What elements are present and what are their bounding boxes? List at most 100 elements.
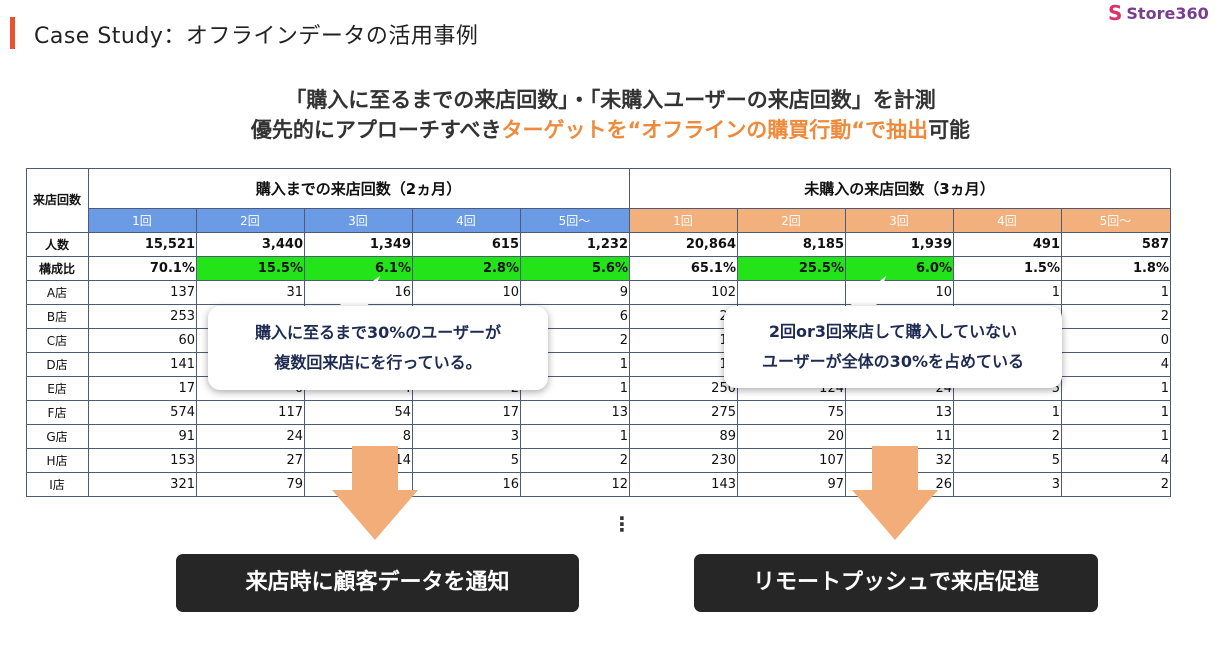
headline-line-2: 優先的にアプローチすべきターゲットを“オフラインの購買行動“で抽出可能: [0, 114, 1221, 144]
table-cell: 2: [1061, 472, 1171, 497]
table-cell: 250: [629, 376, 738, 401]
table-cell: [737, 280, 846, 305]
table-cell: 10: [845, 280, 954, 305]
table-cell: 615: [412, 232, 521, 257]
table-cell: 1: [1061, 424, 1171, 449]
table-cell: 9: [520, 280, 630, 305]
table-cell: 275: [629, 400, 738, 425]
visit-header-not-purchased: 4回: [953, 208, 1062, 233]
group-header-purchased: 購入までの来店回数（2ヵ月）: [88, 168, 630, 209]
table-cell: 32: [845, 448, 954, 473]
table-cell: 2.8%: [412, 256, 521, 281]
row-label: H店: [26, 448, 89, 473]
continuation-dots-icon: ⋮: [612, 512, 632, 536]
table-cell: 107: [737, 448, 846, 473]
table-cell: 15,521: [88, 232, 197, 257]
table-row: 構成比 70.1% 15.5% 6.1% 2.8% 5.6% 65.1% 25.5% 6.0% 1…: [26, 256, 1171, 281]
table-cell: 14: [304, 448, 413, 473]
table-row: G店 91 24 8 3 1 89 20 11 2 1: [26, 424, 1171, 449]
table-cell: 1,232: [520, 232, 630, 257]
visit-header-not-purchased: 5回～: [1061, 208, 1171, 233]
table-cell: 20,864: [629, 232, 738, 257]
table-cell: 8,185: [737, 232, 846, 257]
table-cell: 2: [953, 424, 1062, 449]
headline-line-1: 「購入に至るまでの来店回数」・「未購入ユーザーの来店回数」を計測: [285, 88, 936, 112]
table-cell: 2: [1061, 304, 1171, 329]
table-cell: 25: [629, 304, 738, 329]
table-cell: 1: [1061, 400, 1171, 425]
row-label: 人数: [26, 232, 89, 257]
table-cell: 60: [88, 328, 197, 353]
table-cell: 18: [629, 328, 738, 353]
table-cell: 8: [304, 424, 413, 449]
row-label: G店: [26, 424, 89, 449]
callout-left-line-1: 購入に至るまで30%のユーザーが: [255, 323, 501, 342]
table-cell: 574: [88, 400, 197, 425]
table-cell: 5: [953, 448, 1062, 473]
table-cell: 4: [1061, 448, 1171, 473]
group-header-row: 来店回数 購入までの来店回数（2ヵ月） 未購入の来店回数（3ヵ月）: [26, 168, 1171, 233]
table-cell: 19: [629, 352, 738, 377]
table-cell: 253: [88, 304, 197, 329]
store360-logo: S Store360: [1108, 0, 1209, 26]
table-cell: 102: [629, 280, 738, 305]
table-cell: 117: [196, 400, 305, 425]
table-row: F店 574 117 54 17 13 275 75 13 1 1: [26, 400, 1171, 425]
table-cell: 10: [412, 280, 521, 305]
visit-header-purchased: 2回: [196, 208, 305, 233]
group-header-not-purchased: 未購入の来店回数（3ヵ月）: [629, 168, 1171, 209]
table-cell: 17: [412, 400, 521, 425]
table-cell: 89: [629, 424, 738, 449]
table-cell: 1,939: [845, 232, 954, 257]
row-label: I店: [26, 472, 89, 497]
visit-header-row: 1回 2回 3回 4回 5回～ 1回 2回 3回 4回 5回～: [27, 208, 1171, 233]
table-cell: 17: [88, 376, 197, 401]
table-cell: 1,349: [304, 232, 413, 257]
table-row: A店 137 31 16 10 9 102 10 1 1: [26, 280, 1171, 305]
table-cell: 27: [196, 448, 305, 473]
table-cell: 16: [412, 472, 521, 497]
table-cell: 587: [1061, 232, 1171, 257]
row-label: B店: [26, 304, 89, 329]
callout-right-line-2: ユーザーが全体の30%を占めている: [762, 352, 1024, 371]
row-label: 構成比: [26, 256, 89, 281]
table-cell: 6.1%: [304, 256, 413, 281]
row-label: C店: [26, 328, 89, 353]
visit-header-not-purchased: 1回: [629, 208, 738, 233]
table-cell: 1: [953, 280, 1062, 305]
table-cell: 13: [845, 400, 954, 425]
table-row: I店 321 79 16 12 143 97 26 3 2: [26, 472, 1171, 497]
callout-left: 購入に至るまで30%のユーザーが 複数回来店にを行っている。: [208, 306, 548, 390]
visit-header-not-purchased: 3回: [845, 208, 954, 233]
table-cell: 230: [629, 448, 738, 473]
table-cell: 4: [1061, 352, 1171, 377]
row-label: A店: [26, 280, 89, 305]
table-cell: [304, 472, 413, 497]
table-cell: 31: [196, 280, 305, 305]
visit-header-purchased: 1回: [88, 208, 197, 233]
table-cell: 91: [88, 424, 197, 449]
table-cell: 54: [304, 400, 413, 425]
headline-line-2-prefix: 優先的にアプローチすべき: [250, 118, 502, 142]
callout-right: 2回or3回来店して購入していない ユーザーが全体の30%を占めている: [724, 306, 1062, 388]
visit-header-not-purchased: 2回: [737, 208, 846, 233]
table-cell: 5: [412, 448, 521, 473]
table-cell: 0: [1061, 328, 1171, 353]
table-cell: 143: [629, 472, 738, 497]
headline-line-2-highlight: ターゲットを“オフラインの購買行動“で抽出: [501, 118, 929, 142]
table-cell: 491: [953, 232, 1062, 257]
table-cell: 12: [520, 472, 630, 497]
action-notify-customer-data: 来店時に顧客データを通知: [176, 554, 579, 612]
table-cell: 11: [845, 424, 954, 449]
table-cell: 1: [953, 400, 1062, 425]
logo-text: Store360: [1126, 3, 1209, 23]
corner-label: 来店回数: [26, 168, 89, 233]
table-cell: 141: [88, 352, 197, 377]
table-cell: 137: [88, 280, 197, 305]
table-cell: 1.5%: [953, 256, 1062, 281]
table-cell: 6.0%: [845, 256, 954, 281]
headline-line-2-suffix: 可能: [928, 118, 971, 142]
table-cell: 70.1%: [88, 256, 197, 281]
row-label: D店: [26, 352, 89, 377]
callout-right-line-1: 2回or3回来店して購入していない: [768, 322, 1018, 341]
